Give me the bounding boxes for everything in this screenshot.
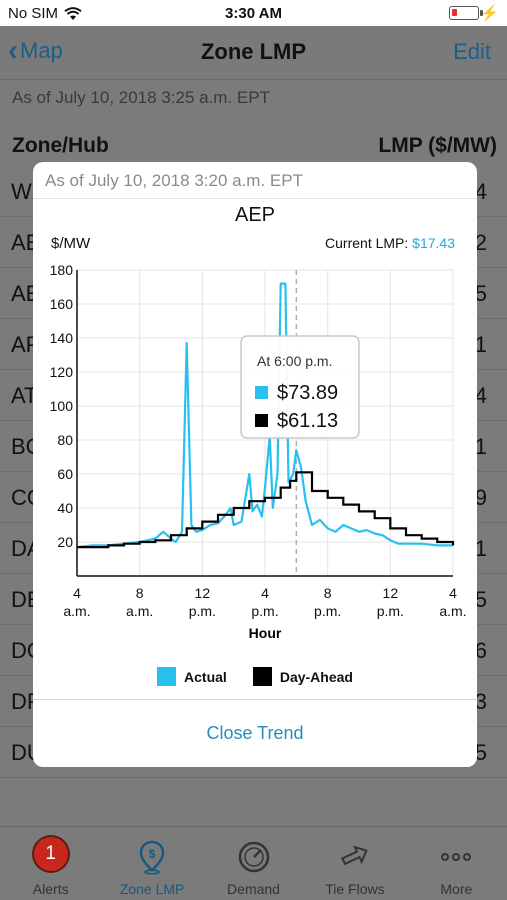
lmp-value: 5 xyxy=(474,587,487,612)
back-button[interactable]: ‹ Map xyxy=(8,34,63,67)
chevron-left-icon: ‹ xyxy=(8,34,18,67)
status-bar: No SIM 3:30 AM ⚡ xyxy=(0,0,507,26)
x-tick-label: a.m. xyxy=(63,603,90,619)
y-tick-label: 20 xyxy=(57,534,73,550)
arrows-exchange-icon xyxy=(341,845,368,866)
tab-label: Alerts xyxy=(32,881,69,897)
legend-swatch-actual xyxy=(157,667,177,686)
y-axis-ticks: 20 40 60 80 100 120 140 160 180 xyxy=(50,262,74,550)
zone-name: W xyxy=(11,179,32,204)
tooltip: At 6:00 p.m. $73.89 $61.13 xyxy=(240,335,360,439)
as-of-timestamp: As of July 10, 2018 3:25 a.m. EPT xyxy=(12,88,270,107)
close-trend-button[interactable]: Close Trend xyxy=(206,723,304,743)
tab-label: Tie Flows xyxy=(325,881,385,897)
tab-tie-flows[interactable]: Tie Flows xyxy=(304,827,405,900)
chart-legend: Actual Day-Ahead xyxy=(33,667,477,686)
x-tick-label: a.m. xyxy=(126,603,153,619)
chart-title: AEP xyxy=(234,204,276,226)
tab-label: Zone LMP xyxy=(119,881,185,897)
tab-more[interactable]: More xyxy=(406,827,507,900)
wifi-icon xyxy=(64,6,82,20)
svg-text:$: $ xyxy=(149,847,156,861)
lmp-value: 9 xyxy=(474,485,487,510)
x-tick-label: a.m. xyxy=(439,603,466,619)
lmp-value: 1 xyxy=(474,332,487,357)
series-day-ahead-line xyxy=(77,471,455,549)
current-lmp-label: Current LMP: xyxy=(325,235,409,251)
y-tick-label: 120 xyxy=(50,364,74,380)
tab-bar: 1 Alerts $ Zone LMP Demand Tie Flows Mor… xyxy=(0,826,507,900)
modal-as-of: As of July 10, 2018 3:20 a.m. EPT xyxy=(45,171,303,190)
x-tick-label: p.m. xyxy=(377,603,404,619)
back-label: Map xyxy=(20,38,63,63)
x-tick-label: 12 xyxy=(383,585,399,601)
legend-label-actual: Actual xyxy=(184,668,227,685)
tooltip-actual-swatch xyxy=(255,386,268,399)
y-tick-label: 80 xyxy=(57,432,73,448)
x-axis-ticks: 4 a.m. 8 a.m. 12 p.m. 4 p.m. 8 p.m. 12 p.m. 4 a.m. xyxy=(63,585,466,619)
x-tick-label: 4 xyxy=(449,585,457,601)
y-tick-label: 100 xyxy=(50,398,74,414)
current-lmp-value: $17.43 xyxy=(412,235,455,251)
x-axis-title: Hour xyxy=(249,625,282,641)
charging-bolt-icon: ⚡ xyxy=(480,5,499,22)
carrier-group: No SIM xyxy=(8,5,82,22)
current-lmp: Current LMP: $17.43 xyxy=(325,235,455,251)
edit-button[interactable]: Edit xyxy=(453,39,491,64)
legend-swatch-day-ahead xyxy=(252,667,272,686)
tab-demand[interactable]: Demand xyxy=(203,827,304,900)
x-tick-label: 4 xyxy=(261,585,269,601)
y-tick-label: 60 xyxy=(57,466,73,482)
alert-badge-icon: 1 xyxy=(33,837,68,871)
x-tick-label: p.m. xyxy=(251,603,278,619)
tooltip-actual-value: $73.89 xyxy=(277,382,338,404)
y-tick-label: 180 xyxy=(50,262,74,278)
x-tick-label: 4 xyxy=(73,585,81,601)
carrier-label: No SIM xyxy=(8,5,59,22)
navigation-bar: ‹ Map Zone LMP Edit xyxy=(0,26,507,80)
trend-modal: As of July 10, 2018 3:20 a.m. EPT AEP $/… xyxy=(33,162,477,767)
lmp-trend-chart[interactable]: 20 40 60 80 100 120 140 160 180 4 a.m. 8 a.m. 12 p.m.… xyxy=(33,250,477,655)
tab-label: More xyxy=(440,881,473,897)
more-dots-icon xyxy=(441,853,472,861)
lmp-value: 1 xyxy=(474,536,487,561)
lmp-value: 1 xyxy=(474,434,487,459)
y-tick-label: 160 xyxy=(50,296,74,312)
divider xyxy=(33,699,477,700)
map-pin-dollar-icon: $ xyxy=(139,840,165,875)
x-tick-label: 8 xyxy=(324,585,332,601)
tooltip-day-ahead-value: $61.13 xyxy=(277,410,338,432)
tab-label: Demand xyxy=(227,881,280,897)
lmp-value: 2 xyxy=(474,230,487,255)
lmp-column-header: LMP ($/MW) xyxy=(378,134,497,157)
lmp-value: 4 xyxy=(474,179,487,204)
gauge-icon xyxy=(238,841,269,873)
tab-alerts[interactable]: 1 Alerts xyxy=(0,827,101,900)
tab-zone-lmp[interactable]: $ Zone LMP xyxy=(101,827,202,900)
lmp-value: 4 xyxy=(474,383,487,408)
x-tick-label: p.m. xyxy=(314,603,341,619)
x-tick-label: p.m. xyxy=(189,603,216,619)
clock: 3:30 AM xyxy=(225,5,282,22)
table-header: Zone/Hub LMP ($/MW) xyxy=(0,126,507,166)
tooltip-day-ahead-swatch xyxy=(255,414,268,427)
tooltip-time: At 6:00 p.m. xyxy=(257,353,332,369)
battery-icon xyxy=(449,6,483,20)
legend-label-day-ahead: Day-Ahead xyxy=(279,668,353,685)
lmp-value: 6 xyxy=(474,638,487,663)
zone-column-header: Zone/Hub xyxy=(12,134,109,157)
x-tick-label: 8 xyxy=(136,585,144,601)
legend-item-day-ahead[interactable]: Day-Ahead xyxy=(252,667,353,686)
lmp-value: 3 xyxy=(474,689,487,714)
x-tick-label: 12 xyxy=(195,585,211,601)
units-label: $/MW xyxy=(51,235,91,252)
legend-item-actual[interactable]: Actual xyxy=(157,667,227,686)
y-tick-label: 140 xyxy=(50,330,74,346)
lmp-value: 5 xyxy=(474,281,487,306)
y-tick-label: 40 xyxy=(57,500,73,516)
divider xyxy=(33,198,477,199)
page-title: Zone LMP xyxy=(200,39,307,64)
